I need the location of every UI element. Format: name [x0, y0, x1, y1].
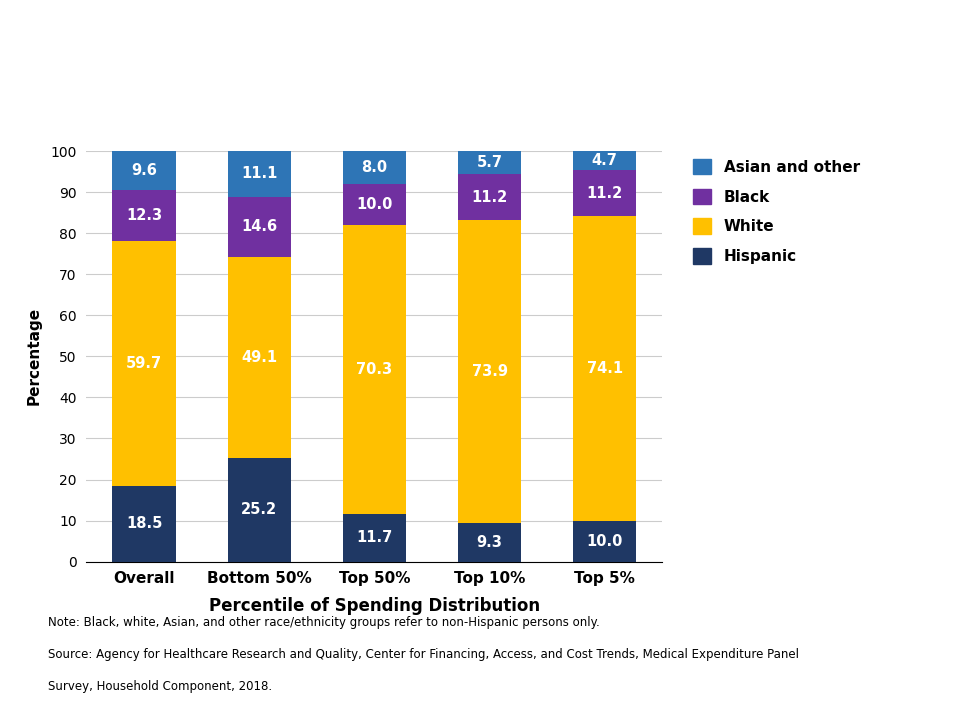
Bar [458, 150, 521, 174]
Bar [228, 197, 291, 256]
Bar [112, 240, 176, 486]
Text: 10.0: 10.0 [356, 197, 393, 212]
Y-axis label: Percentage: Percentage [27, 307, 42, 405]
Text: 59.7: 59.7 [126, 356, 162, 371]
Bar [228, 458, 291, 562]
Text: Note: Black, white, Asian, and other race/ethnicity groups refer to non-Hispanic: Note: Black, white, Asian, and other rac… [48, 616, 600, 629]
Bar [458, 174, 521, 220]
Text: 4.7: 4.7 [592, 153, 617, 168]
Text: 9.6: 9.6 [132, 163, 156, 178]
Text: Figure 5: Percentage of persons by race/ethnicity and
percentile of spending, 20: Figure 5: Percentage of persons by race/… [77, 31, 730, 79]
Text: Source: Agency for Healthcare Research and Quality, Center for Financing, Access: Source: Agency for Healthcare Research a… [48, 648, 799, 661]
Text: 10.0: 10.0 [587, 534, 623, 549]
Bar [112, 190, 176, 240]
Text: 70.3: 70.3 [356, 362, 393, 377]
Text: 49.1: 49.1 [241, 350, 277, 365]
Text: 11.1: 11.1 [241, 166, 277, 181]
Text: 25.2: 25.2 [241, 503, 277, 518]
Text: 14.6: 14.6 [241, 219, 277, 234]
Bar [458, 220, 521, 523]
Bar [343, 513, 406, 562]
X-axis label: Percentile of Spending Distribution: Percentile of Spending Distribution [209, 598, 540, 616]
Bar [573, 151, 636, 171]
Text: 11.2: 11.2 [471, 189, 508, 204]
Text: Survey, Household Component, 2018.: Survey, Household Component, 2018. [48, 680, 272, 693]
Text: 74.1: 74.1 [587, 361, 623, 376]
Bar [112, 486, 176, 562]
Text: 11.2: 11.2 [587, 186, 623, 201]
Bar [228, 256, 291, 458]
Bar [343, 184, 406, 225]
Bar [573, 171, 636, 217]
Text: 11.7: 11.7 [356, 530, 393, 545]
Bar [343, 225, 406, 513]
Bar [343, 151, 406, 184]
Bar [458, 523, 521, 562]
Bar [112, 150, 176, 190]
Text: 18.5: 18.5 [126, 516, 162, 531]
Text: 73.9: 73.9 [471, 364, 508, 379]
Bar [228, 151, 291, 197]
Text: 8.0: 8.0 [361, 160, 388, 175]
Text: 9.3: 9.3 [477, 535, 502, 550]
Text: 12.3: 12.3 [126, 208, 162, 223]
Bar [573, 217, 636, 521]
Legend: Asian and other, Black, White, Hispanic: Asian and other, Black, White, Hispanic [693, 159, 860, 264]
Bar [573, 521, 636, 562]
Text: 5.7: 5.7 [476, 155, 503, 170]
